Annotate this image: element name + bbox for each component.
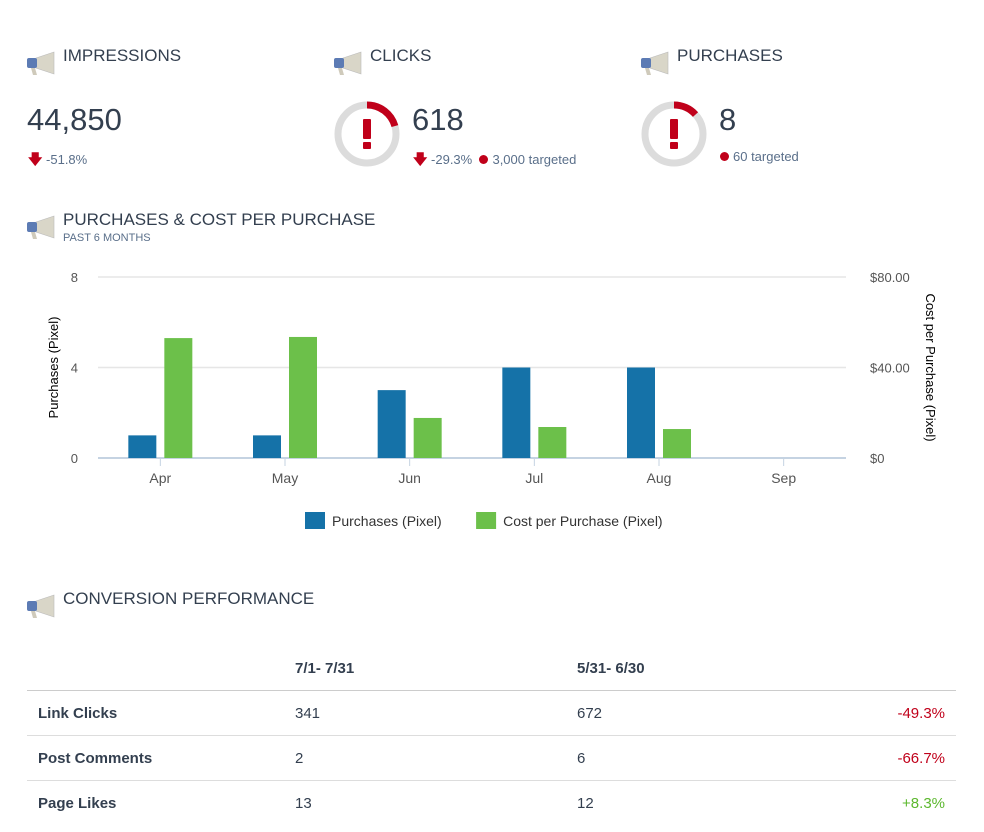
kpi-value: 618 bbox=[412, 102, 464, 137]
x-tick-label: Jun bbox=[398, 470, 421, 486]
y2-tick-label: $0 bbox=[870, 451, 884, 466]
bar-chart: 0 $0 4 $40.00 8 $80.00 Apr May Jun Jul Aug Sep Purch… bbox=[46, 270, 938, 529]
x-tick-label: Jul bbox=[525, 470, 543, 486]
bar-cost bbox=[663, 429, 691, 458]
bar-cost bbox=[289, 336, 317, 458]
progress-ring bbox=[334, 101, 400, 167]
megaphone-icon bbox=[26, 594, 55, 619]
x-tick-label: Aug bbox=[647, 470, 672, 486]
legend-label: Purchases (Pixel) bbox=[332, 513, 442, 529]
target-dot-icon bbox=[479, 155, 489, 164]
alert-icon bbox=[670, 119, 678, 139]
megaphone-icon bbox=[26, 215, 55, 240]
change-cell: -49.3% bbox=[848, 690, 956, 736]
table-row: Post Comments 2 6 -66.7% bbox=[27, 735, 956, 781]
kpi-title: CLICKS bbox=[370, 46, 432, 65]
chart-subtitle: PAST 6 MONTHS bbox=[63, 232, 151, 244]
x-tick-label: Sep bbox=[771, 470, 796, 486]
kpi-target: 3,000 targeted bbox=[492, 152, 577, 167]
cell: 6 bbox=[566, 735, 848, 781]
y-axis-label: Purchases (Pixel) bbox=[46, 317, 61, 419]
bar-cost bbox=[538, 427, 567, 458]
kpi-title: IMPRESSIONS bbox=[63, 46, 182, 65]
arrow-down-icon: 🡇 bbox=[413, 151, 428, 167]
cell: 672 bbox=[566, 690, 848, 736]
legend-swatch bbox=[476, 512, 497, 529]
legend-swatch bbox=[305, 512, 325, 529]
bar-cost bbox=[413, 417, 442, 458]
y-tick-label: 8 bbox=[71, 270, 78, 285]
bar-purchases bbox=[253, 435, 281, 458]
megaphone-icon bbox=[333, 51, 362, 76]
kpi-value: 8 bbox=[719, 102, 737, 137]
ring-progress bbox=[366, 101, 399, 128]
alert-icon-dot bbox=[670, 142, 678, 149]
header-cell bbox=[27, 646, 284, 691]
header-cell bbox=[848, 646, 956, 691]
bar-purchases bbox=[128, 435, 157, 458]
header-cell: 7/1- 7/31 bbox=[284, 646, 566, 691]
alert-icon bbox=[363, 119, 371, 139]
megaphone-icon bbox=[640, 51, 669, 76]
cell: 341 bbox=[284, 690, 566, 736]
chart-title: PURCHASES & COST PER PURCHASE bbox=[63, 210, 376, 229]
table-title: CONVERSION PERFORMANCE bbox=[63, 589, 315, 608]
conversion-table: 7/1- 7/31 5/31- 6/30 Link Clicks 341 672 -4… bbox=[27, 646, 956, 825]
bar-cost bbox=[164, 338, 193, 458]
kpi-target: 60 targeted bbox=[733, 149, 799, 164]
target-dot-icon bbox=[720, 152, 729, 161]
bar-purchases bbox=[627, 367, 655, 458]
kpi-change: -51.8% bbox=[46, 152, 88, 167]
y-tick-label: 4 bbox=[71, 361, 78, 376]
change-cell: -66.7% bbox=[848, 735, 956, 781]
megaphone-icon bbox=[26, 51, 55, 76]
cell: 12 bbox=[577, 794, 594, 812]
y2-axis-label: Cost per Purchase (Pixel) bbox=[923, 293, 938, 441]
x-tick-label: May bbox=[272, 470, 298, 486]
ring-progress bbox=[673, 101, 699, 118]
table-row: Page Likes 13 12 +8.3% bbox=[27, 781, 956, 826]
header-cell: 5/31- 6/30 bbox=[566, 646, 848, 691]
row-label: Link Clicks bbox=[27, 690, 284, 736]
bar-purchases bbox=[502, 367, 531, 458]
table-header-row: 7/1- 7/31 5/31- 6/30 bbox=[27, 646, 956, 691]
cell: 2 bbox=[284, 735, 566, 781]
kpi-value: 44,850 bbox=[27, 102, 122, 137]
alert-icon-dot bbox=[363, 142, 371, 149]
change-cell: +8.3% bbox=[902, 794, 945, 812]
y2-tick-label: $80.00 bbox=[870, 270, 910, 285]
y-tick-label: 0 bbox=[71, 451, 78, 466]
legend-label: Cost per Purchase (Pixel) bbox=[503, 513, 663, 529]
arrow-down-icon: 🡇 bbox=[28, 151, 43, 167]
y2-tick-label: $40.00 bbox=[870, 361, 910, 376]
row-label: Page Likes bbox=[38, 794, 117, 812]
progress-ring bbox=[641, 101, 707, 167]
table-row: Link Clicks 341 672 -49.3% bbox=[27, 690, 956, 736]
kpi-change: -29.3% bbox=[431, 152, 473, 167]
row-label: Post Comments bbox=[27, 735, 284, 781]
kpi-title: PURCHASES bbox=[677, 46, 783, 65]
bar-purchases bbox=[377, 390, 406, 458]
cell: 13 bbox=[295, 794, 312, 812]
x-tick-label: Apr bbox=[149, 470, 171, 486]
